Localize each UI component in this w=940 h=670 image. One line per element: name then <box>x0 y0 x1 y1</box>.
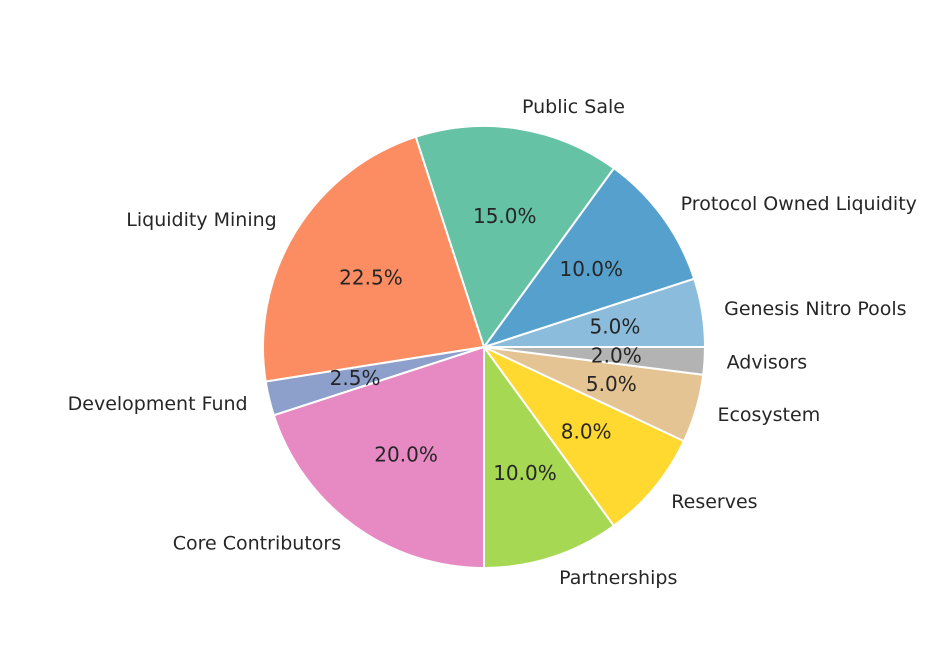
pct-label-genesis-nitro-pools: 5.0% <box>590 314 641 338</box>
pct-label-liquidity-mining: 22.5% <box>339 266 403 290</box>
category-label-reserves: Reserves <box>671 491 757 513</box>
pct-label-development-fund: 2.5% <box>330 366 381 390</box>
category-label-ecosystem: Ecosystem <box>717 404 820 426</box>
category-label-advisors: Advisors <box>727 351 807 373</box>
pct-label-ecosystem: 5.0% <box>586 372 637 396</box>
pie-slices <box>262 125 707 570</box>
category-label-partnerships: Partnerships <box>559 567 677 589</box>
pie-slice-reserves <box>483 346 686 528</box>
pct-label-public-sale: 15.0% <box>473 204 537 228</box>
pie-slice-core-contributors <box>272 345 485 570</box>
pct-label-reserves: 8.0% <box>561 420 612 444</box>
category-label-development-fund: Development Fund <box>68 393 248 415</box>
category-label-core-contributors: Core Contributors <box>173 533 341 555</box>
pie-slice-public-sale <box>414 125 616 350</box>
percentage-labels: 5.0%10.0%15.0%22.5%2.5%20.0%10.0%8.0%5.0… <box>330 204 642 485</box>
pie-slice-partnerships <box>483 343 616 570</box>
pct-label-partnerships: 10.0% <box>493 461 557 485</box>
pct-label-advisors: 2.0% <box>591 343 642 367</box>
pie-slice-advisors <box>483 346 707 376</box>
pie-slice-liquidity-mining <box>262 135 486 383</box>
pct-label-protocol-owned-liquidity: 10.0% <box>560 257 624 281</box>
category-label-protocol-owned-liquidity: Protocol Owned Liquidity <box>681 193 917 215</box>
category-label-public-sale: Public Sale <box>522 96 625 118</box>
pct-label-core-contributors: 20.0% <box>374 442 438 466</box>
category-label-liquidity-mining: Liquidity Mining <box>126 209 276 231</box>
category-labels: Genesis Nitro Pools Protocol Owned Liquid… <box>68 96 917 589</box>
pie-slice-protocol-owned-liquidity <box>481 166 696 349</box>
category-label-genesis-nitro-pools: Genesis Nitro Pools <box>724 298 906 320</box>
